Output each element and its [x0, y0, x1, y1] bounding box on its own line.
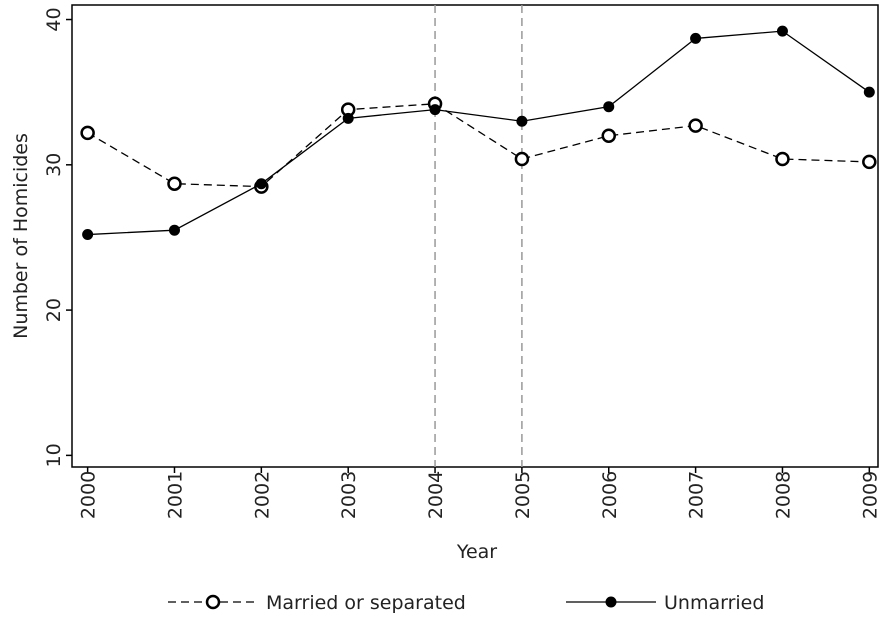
legend-label: Married or separated	[266, 592, 466, 614]
data-point	[862, 154, 877, 170]
series-line	[87, 30, 870, 236]
x-axis-label: Year	[456, 541, 497, 563]
y-tick-label: 40	[43, 7, 65, 31]
data-point	[776, 25, 788, 37]
y-tick-label: 30	[43, 153, 65, 177]
data-point	[690, 32, 702, 44]
data-point	[168, 224, 180, 236]
data-point	[516, 115, 528, 127]
data-point	[80, 125, 95, 141]
series-line	[87, 103, 870, 188]
data-point	[429, 104, 441, 116]
y-tick-label: 10	[43, 443, 65, 467]
x-tick-label: 2008	[772, 471, 794, 519]
x-tick-label: 2002	[251, 471, 273, 519]
plot-frame	[71, 4, 879, 468]
data-point	[82, 229, 94, 241]
legend-marker	[205, 594, 221, 610]
legend-label: Unmarried	[664, 592, 764, 614]
data-point	[167, 176, 182, 191]
data-point	[601, 128, 617, 144]
data-point	[255, 178, 267, 190]
x-tick-label: 2001	[164, 471, 186, 519]
y-axis-label: Number of Homicides	[10, 133, 32, 339]
data-point	[514, 151, 530, 167]
data-point	[775, 151, 790, 167]
x-tick-label: 2003	[338, 471, 360, 519]
x-tick-label: 2005	[512, 471, 534, 519]
legend-marker	[605, 596, 617, 608]
data-point	[603, 101, 615, 113]
x-tick-label: 2009	[859, 471, 880, 519]
x-tick-label: 2006	[599, 471, 621, 519]
y-tick-label: 20	[43, 298, 65, 322]
data-point	[342, 112, 354, 124]
x-tick-label: 2004	[425, 471, 447, 519]
x-tick-label: 2007	[686, 471, 708, 519]
data-point	[688, 118, 703, 133]
data-point	[863, 86, 875, 98]
x-tick-label: 2000	[78, 471, 100, 519]
